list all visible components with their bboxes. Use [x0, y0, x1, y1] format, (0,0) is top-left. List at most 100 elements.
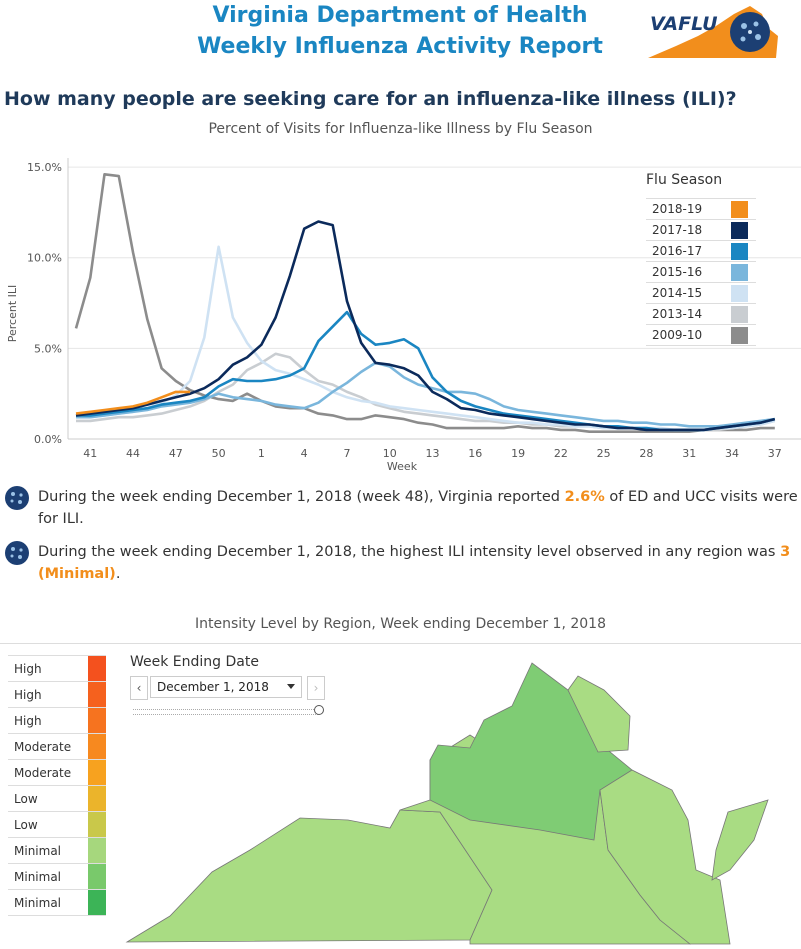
legend-item-2018-19[interactable]: 2018-19 [646, 198, 756, 219]
x-tick-label: 22 [554, 447, 568, 460]
note-intensity: During the week ending December 1, 2018,… [4, 541, 799, 585]
legend-label: 2009-10 [652, 328, 703, 342]
divider [0, 643, 801, 644]
intensity-level-item[interactable]: Low [8, 811, 106, 837]
legend-item-2014-15[interactable]: 2014-15 [646, 282, 756, 303]
chevron-left-icon: ‹ [136, 681, 142, 695]
vaflu-logo: VAFLU [648, 6, 778, 58]
legend-label: 2017-18 [652, 223, 703, 237]
x-tick-label: 25 [597, 447, 611, 460]
x-tick-label: 1 [258, 447, 265, 460]
x-tick-label: 4 [301, 447, 308, 460]
intensity-swatch [88, 682, 106, 707]
y-tick-label: 0.0% [34, 433, 62, 446]
intensity-swatch [88, 656, 106, 681]
legend-label: 2013-14 [652, 307, 703, 321]
intensity-level-item[interactable]: Minimal [8, 863, 106, 889]
x-tick-label: 41 [83, 447, 97, 460]
series-line-2018-19[interactable] [75, 390, 191, 415]
ili-line-chart: 15.0%10.0%5.0%0.0%41 44 47 50 1 4 7 10 13 16 19 22 2… [6, 158, 801, 473]
date-slider-thumb[interactable] [314, 705, 324, 715]
legend-label: 2015-16 [652, 265, 703, 279]
date-slider-track[interactable] [133, 709, 318, 715]
x-tick-label: 31 [682, 447, 696, 460]
map-region-southwest[interactable] [125, 809, 493, 943]
title-line-1: Virginia Department of Health [212, 3, 588, 28]
intensity-level-item[interactable]: High [8, 655, 106, 681]
intensity-swatch [88, 864, 106, 889]
intensity-legend: High High High Moderate Moderate Low Low Minima… [8, 655, 106, 916]
legend-swatch [731, 305, 748, 323]
intensity-level-item[interactable]: Low [8, 785, 106, 811]
y-tick-label: 10.0% [27, 252, 62, 265]
intensity-label: High [14, 687, 42, 702]
chart-title: Percent of Visits for Influenza-like Ill… [208, 121, 593, 137]
intensity-label: Minimal [14, 869, 62, 884]
x-tick-label: 16 [468, 447, 482, 460]
x-tick-label: 50 [212, 447, 226, 460]
intensity-label: High [14, 713, 42, 728]
intensity-label: Low [14, 817, 38, 832]
intensity-swatch [88, 890, 106, 915]
intensity-swatch [88, 838, 106, 863]
series-line-2017-18[interactable] [75, 220, 776, 432]
intensity-level-item[interactable]: Moderate [8, 733, 106, 759]
intensity-level-item[interactable]: Minimal [8, 837, 106, 863]
legend-label: 2016-17 [652, 244, 703, 258]
x-tick-label: 7 [343, 447, 350, 460]
note2-text-end: . [115, 566, 121, 582]
note2-highlight: 3 (Minimal) [38, 544, 791, 582]
selected-date: December 1, 2018 [157, 680, 269, 694]
flu-season-legend: Flu Season 2018-19 2017-18 2016-17 2015-16 2… [646, 172, 756, 346]
intensity-swatch [88, 786, 106, 811]
intensity-swatch [88, 760, 106, 785]
intensity-swatch [88, 708, 106, 733]
week-ending-date-select[interactable]: December 1, 2018 [150, 676, 302, 698]
series-line-2015-16[interactable] [76, 361, 775, 428]
map-region-eastern-shore[interactable] [711, 799, 769, 881]
intensity-level-item[interactable]: High [8, 707, 106, 733]
legend-item-2016-17[interactable]: 2016-17 [646, 240, 756, 261]
intensity-level-item[interactable]: Minimal [8, 889, 106, 916]
map-region-eastern[interactable] [599, 769, 731, 945]
note-ed-visits: During the week ending December 1, 2018 … [4, 486, 799, 530]
note2-text: During the week ending December 1, 2018,… [38, 544, 781, 560]
legend-swatch [731, 284, 748, 302]
x-tick-label: 34 [725, 447, 739, 460]
chevron-down-icon [287, 684, 295, 689]
legend-swatch [731, 221, 748, 239]
map-region-northern[interactable] [429, 662, 633, 841]
intensity-level-item[interactable]: Moderate [8, 759, 106, 785]
intensity-label: High [14, 661, 42, 676]
note1-text-end: of ED and UCC visits were for ILI. [38, 489, 798, 527]
week-ending-date-label: Week Ending Date [130, 654, 259, 670]
x-axis-label: Week [387, 460, 418, 473]
virginia-region-map [125, 662, 769, 945]
note1-highlight: 2.6% [564, 489, 605, 505]
legend-item-2013-14[interactable]: 2013-14 [646, 303, 756, 324]
y-tick-label: 5.0% [34, 342, 62, 355]
intensity-label: Minimal [14, 843, 62, 858]
prev-week-button[interactable]: ‹ [130, 676, 148, 700]
intensity-label: Moderate [14, 765, 72, 780]
next-week-button[interactable]: › [307, 676, 325, 700]
legend-swatch [731, 242, 748, 260]
legend-item-2017-18[interactable]: 2017-18 [646, 219, 756, 240]
virus-icon [5, 541, 29, 565]
legend-label: 2014-15 [652, 286, 703, 300]
x-tick-label: 37 [768, 447, 782, 460]
x-tick-label: 19 [511, 447, 525, 460]
y-tick-label: 15.0% [27, 161, 62, 174]
x-tick-label: 47 [169, 447, 183, 460]
intensity-label: Minimal [14, 895, 62, 910]
map-region-north-dc[interactable] [567, 675, 631, 753]
legend-item-2009-10[interactable]: 2009-10 [646, 324, 756, 346]
y-axis-label: Percent ILI [6, 285, 19, 343]
series-line-2009-10[interactable] [74, 172, 775, 434]
intensity-label: Moderate [14, 739, 72, 754]
legend-item-2015-16[interactable]: 2015-16 [646, 261, 756, 282]
legend-swatch [731, 200, 748, 218]
intensity-label: Low [14, 791, 38, 806]
series-line-2014-15[interactable] [76, 245, 776, 432]
intensity-level-item[interactable]: High [8, 681, 106, 707]
